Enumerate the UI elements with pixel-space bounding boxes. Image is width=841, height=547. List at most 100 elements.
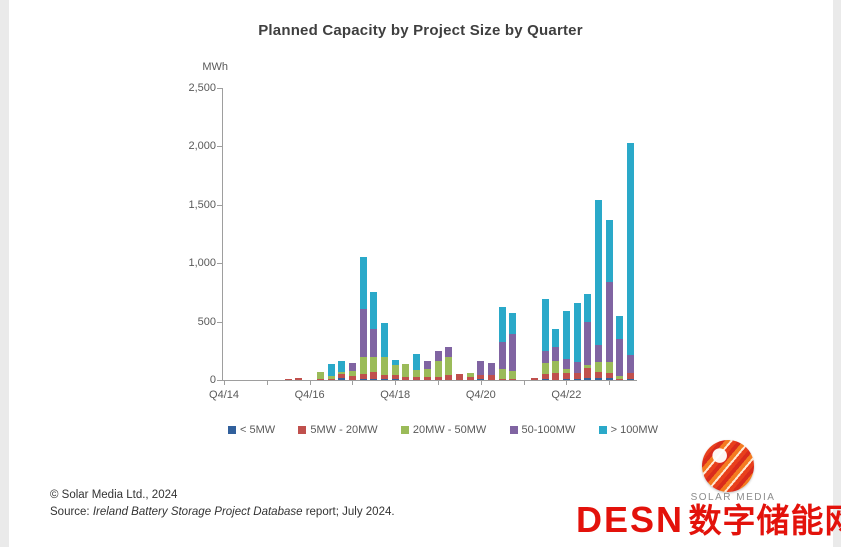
bar-segment bbox=[477, 378, 485, 380]
bar-segment bbox=[605, 219, 613, 283]
bar-segment bbox=[605, 362, 613, 373]
bar-segment bbox=[541, 298, 549, 351]
bar-segment bbox=[562, 358, 570, 369]
bar-segment bbox=[509, 378, 517, 380]
bar-segment bbox=[584, 365, 592, 368]
legend-swatch-icon bbox=[509, 426, 518, 434]
bar-segment bbox=[573, 362, 581, 373]
y-axis-tick-label: 1,000 bbox=[188, 257, 216, 270]
bar-segment bbox=[423, 368, 431, 378]
desn-watermark: DESN 数字储能网 bbox=[576, 494, 841, 542]
y-axis-tick-label: 1,500 bbox=[188, 198, 216, 211]
bar-segment bbox=[509, 333, 517, 372]
bar-segment bbox=[327, 363, 335, 376]
bar-segment bbox=[370, 357, 378, 373]
bar-segment bbox=[541, 378, 549, 380]
bar-segment bbox=[445, 375, 453, 380]
bar-segment bbox=[627, 378, 635, 380]
y-axis-tick bbox=[217, 146, 222, 148]
bar-segment bbox=[584, 322, 592, 366]
y-axis-tick bbox=[217, 204, 222, 206]
bar-segment bbox=[488, 363, 495, 376]
legend-swatch-icon bbox=[228, 426, 236, 434]
legend-item: > 100MW bbox=[598, 424, 658, 436]
bar-segment bbox=[348, 370, 356, 376]
legend-item: 20MW - 50MW bbox=[400, 424, 487, 436]
y-axis-tick-label: 500 bbox=[197, 315, 216, 328]
bar-segment bbox=[359, 378, 367, 380]
bar-segment bbox=[370, 292, 378, 329]
page-left-margin bbox=[0, 0, 9, 547]
y-axis-line bbox=[222, 88, 223, 381]
chart-title: Planned Capacity by Project Size by Quar… bbox=[258, 22, 583, 39]
bar-segment bbox=[434, 360, 442, 378]
bar-segment bbox=[498, 378, 506, 380]
bar-segment bbox=[359, 257, 367, 309]
legend-item: 50-100MW bbox=[509, 424, 576, 436]
bar-segment bbox=[498, 368, 506, 379]
bar-segment bbox=[584, 293, 592, 323]
footer: © Solar Media Ltd., 2024 Source: Ireland… bbox=[50, 487, 395, 521]
bar-segment bbox=[402, 363, 410, 378]
bar-segment bbox=[562, 372, 570, 379]
page-right-margin bbox=[833, 0, 841, 547]
bar-segment bbox=[381, 379, 388, 380]
bar-segment bbox=[573, 302, 581, 363]
bar-segment bbox=[327, 378, 335, 380]
bar-segment bbox=[413, 377, 421, 380]
bar-segment bbox=[584, 367, 592, 379]
x-axis-tick bbox=[309, 381, 311, 385]
bar-segment bbox=[477, 374, 485, 379]
x-axis-tick bbox=[480, 381, 482, 385]
legend-label: 20MW - 50MW bbox=[412, 424, 487, 436]
bar-segment bbox=[595, 362, 602, 373]
desn-watermark-latin: DESN bbox=[576, 499, 685, 540]
bar-segment bbox=[498, 307, 506, 343]
desn-watermark-chinese: 数字储能网 bbox=[688, 502, 841, 539]
bar-segment bbox=[616, 339, 624, 376]
legend-label: 50-100MW bbox=[521, 424, 576, 436]
y-axis-tick-label: 2,500 bbox=[188, 82, 216, 94]
bar-segment bbox=[402, 377, 410, 380]
legend-swatch-icon bbox=[598, 426, 607, 434]
bar-segment bbox=[423, 360, 431, 369]
bar-segment bbox=[391, 365, 399, 375]
bar-segment bbox=[541, 350, 549, 364]
x-axis-tick bbox=[566, 381, 568, 385]
bar-segment bbox=[338, 378, 346, 380]
bar-segment bbox=[552, 328, 560, 348]
bar-segment bbox=[541, 374, 549, 379]
bar-segment bbox=[370, 328, 378, 358]
legend-item: 5MW - 20MW bbox=[298, 424, 378, 436]
x-axis-tick bbox=[224, 381, 225, 385]
y-axis-tick bbox=[217, 321, 222, 323]
bar-segment bbox=[552, 361, 560, 373]
bar-segment bbox=[295, 378, 303, 380]
x-axis-tick-label: Q4/18 bbox=[380, 389, 411, 401]
bar-segment bbox=[434, 350, 442, 361]
bar-segment bbox=[605, 372, 613, 379]
solar-media-brand-text: SOLAR MEDIA bbox=[690, 492, 776, 503]
legend-label: > 100MW bbox=[610, 424, 658, 436]
bar-segment bbox=[445, 347, 453, 357]
copyright-text: © Solar Media Ltd., 2024 bbox=[50, 489, 178, 501]
y-axis-unit-label: MWh bbox=[202, 61, 228, 73]
bar-segment bbox=[359, 308, 367, 358]
bar-segment bbox=[552, 347, 560, 362]
x-axis-tick bbox=[395, 381, 397, 385]
bar-segment bbox=[348, 363, 356, 371]
bar-segment bbox=[552, 372, 560, 380]
x-axis-tick-label: Q4/20 bbox=[465, 389, 496, 401]
y-axis-tick-label: 2,000 bbox=[188, 140, 216, 153]
bar-segment bbox=[327, 375, 335, 379]
bar-segment bbox=[338, 372, 346, 375]
bar-segment bbox=[595, 200, 602, 345]
bar-segment bbox=[381, 375, 388, 380]
bar-segment bbox=[466, 377, 474, 380]
legend-label: 5MW - 20MW bbox=[310, 424, 378, 436]
legend-swatch-icon bbox=[400, 426, 409, 434]
bar-segment bbox=[370, 378, 378, 380]
source-text: Source: Ireland Battery Storage Project … bbox=[50, 506, 395, 518]
x-axis-tick bbox=[438, 381, 439, 385]
stacked-bar-chart: 0 500 1,000 1,500 2,000 2,500 Q4/14 Q4/16 Q4/18 Q… bbox=[188, 82, 650, 401]
